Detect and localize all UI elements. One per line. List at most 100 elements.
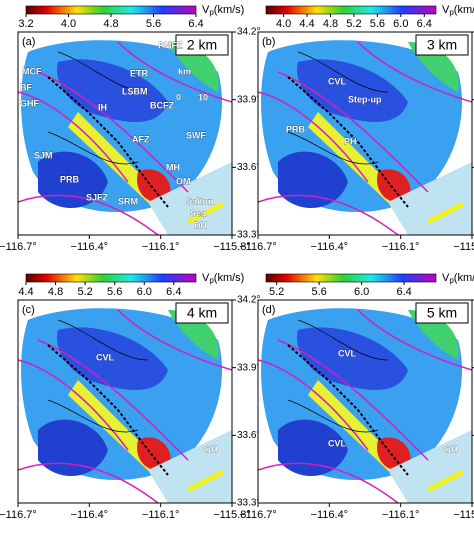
- y-tick-label: 33.9°: [237, 362, 260, 373]
- map-content: [258, 300, 472, 503]
- x-tick-label: −116.1°: [382, 509, 420, 521]
- colorbar-label-part: (km/s): [454, 272, 474, 284]
- x-tick-label: −116.7°: [239, 241, 277, 253]
- colorbar-tick-label: 4.8: [323, 18, 338, 30]
- colorbar-tick-label: 6.0: [354, 286, 369, 298]
- map-image: [258, 300, 472, 503]
- place-label: SWF: [186, 130, 206, 140]
- y-tick-label: 34.2°: [237, 27, 260, 38]
- place-label: PH: [344, 136, 357, 146]
- colorbar-label-part: p: [209, 276, 214, 285]
- x-tick-label: −116.7°: [239, 509, 277, 521]
- place-label: CVL: [338, 348, 357, 358]
- place-label: Sea: [190, 208, 207, 218]
- place-label: IH: [98, 102, 107, 112]
- colorbar-tick-label: 5.6: [107, 286, 122, 298]
- place-label: OH: [204, 444, 218, 454]
- place-label: AFZ: [132, 134, 150, 144]
- colorbar-tick-label: 5.2: [269, 286, 284, 298]
- place-label: CVL: [328, 438, 347, 448]
- place-label: PRB: [286, 124, 306, 134]
- colorbar: [25, 5, 197, 15]
- x-tick-label: −116.1°: [142, 241, 180, 253]
- place-label: SJM: [34, 150, 53, 160]
- colorbar-label-part: (km/s): [214, 272, 245, 284]
- colorbar-tick-label: 5.6: [311, 286, 326, 298]
- x-tick-label: −115.8°: [213, 509, 251, 521]
- place-label: CVL: [96, 352, 115, 362]
- panel-label: (b): [262, 36, 275, 48]
- x-tick-label: −116.7°: [0, 241, 37, 253]
- place-label: CVL: [328, 76, 347, 86]
- map-frame: [17, 31, 233, 236]
- colorbar-label-part: V: [442, 4, 450, 16]
- colorbar-tick-label: 5.2: [346, 18, 361, 30]
- place-label: 0: [176, 92, 181, 102]
- colorbar-label-part: V: [202, 272, 210, 284]
- place-label: BF: [20, 82, 32, 92]
- place-label: ETR: [130, 68, 149, 78]
- x-tick-label: −115.8°: [453, 241, 474, 253]
- colorbar-tick-label: 4.0: [61, 18, 76, 30]
- map-frame: [257, 299, 473, 504]
- map-frame: [257, 31, 473, 236]
- place-label: DH: [194, 220, 207, 230]
- colorbar-tick-label: 6.4: [396, 286, 411, 298]
- colorbar-tick-label: 4.8: [103, 18, 118, 30]
- place-label: km: [178, 66, 191, 76]
- colorbar-tick-label: 4.4: [299, 18, 314, 30]
- place-label: SJFZ: [86, 192, 109, 202]
- place-label: MH: [166, 162, 180, 172]
- x-tick-label: −116.1°: [142, 509, 180, 521]
- colorbar-label: Vp(km/s): [202, 4, 244, 17]
- colorbar-tick-label: 4.0: [276, 18, 291, 30]
- place-label: 10: [198, 92, 208, 102]
- map-image: [18, 300, 232, 503]
- colorbar-tick-label: 5.6: [146, 18, 161, 30]
- place-label: PRB: [60, 174, 80, 184]
- colorbar-tick-label: 6.0: [137, 286, 152, 298]
- x-tick-label: −116.1°: [382, 241, 420, 253]
- map-panel: (d) 5 km CVL CVL OH −116.7° −116.4° −116.1° −11 5…: [239, 272, 474, 521]
- colorbar-label-part: p: [209, 8, 214, 17]
- place-label: BCFZ: [150, 100, 174, 110]
- y-tick-label: 33.6°: [237, 162, 260, 173]
- depth-label: 4 km: [187, 305, 217, 321]
- colorbar-tick-label: 6.4: [417, 18, 432, 30]
- depth-box: [415, 34, 469, 56]
- place-label: GHF: [20, 98, 40, 108]
- colorbar-tick-label: 4.4: [18, 286, 33, 298]
- map-panel: (c) 4 km CVL OH −116.7° −116.4° −116.1° −115.8°…: [0, 272, 260, 521]
- map-frame: [17, 299, 233, 504]
- place-label: LSBM: [122, 86, 148, 96]
- place-label: PMFZ: [158, 40, 183, 50]
- colorbar-label-part: (km/s): [454, 4, 474, 16]
- y-tick-label: 34.2°: [237, 295, 260, 306]
- colorbar-tick-label: 3.2: [18, 18, 33, 30]
- colorbar: [265, 5, 437, 15]
- colorbar-tick-label: 6.4: [188, 18, 203, 30]
- x-tick-label: −116.4°: [71, 241, 109, 253]
- x-tick-label: −116.4°: [311, 509, 349, 521]
- place-label: MCF: [22, 66, 42, 76]
- colorbar-tick-label: 6.0: [393, 18, 408, 30]
- colorbar-label: Vp(km/s): [442, 4, 474, 17]
- x-tick-label: −116.7°: [0, 509, 37, 521]
- y-tick-label: 33.3°: [237, 230, 260, 241]
- colorbar-label-part: V: [202, 4, 210, 16]
- x-tick-label: −116.4°: [311, 241, 349, 253]
- depth-label: 2 km: [187, 37, 217, 53]
- colorbar-label-part: p: [449, 8, 454, 17]
- colorbar-label-part: p: [449, 276, 454, 285]
- map-content: [18, 300, 232, 503]
- depth-label: 5 km: [427, 305, 457, 321]
- depth-label: 3 km: [427, 37, 457, 53]
- colorbar-label-part: (km/s): [214, 4, 245, 16]
- colorbar-tick-label: 5.2: [77, 286, 92, 298]
- x-tick-label: −115.8°: [213, 241, 251, 253]
- place-label: OM: [176, 176, 191, 186]
- colorbar-label: Vp(km/s): [442, 272, 474, 285]
